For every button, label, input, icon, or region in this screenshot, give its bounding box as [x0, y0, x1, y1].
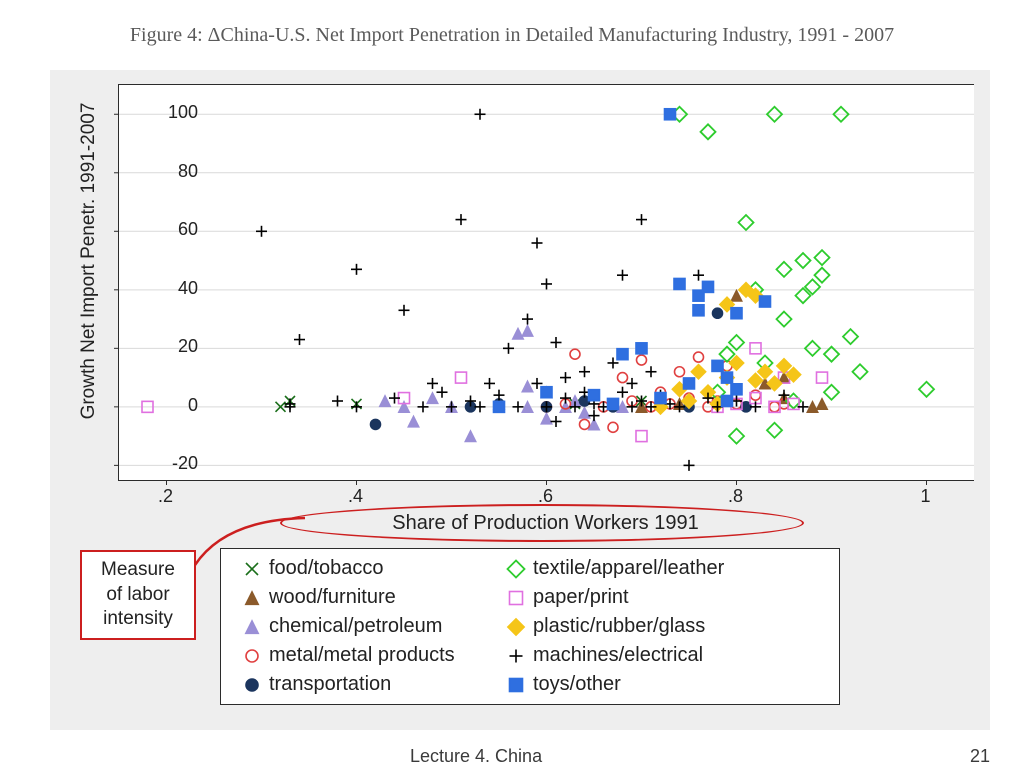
- legend-marker-food: [235, 559, 269, 579]
- xtick: .6: [516, 486, 576, 507]
- ytick: 0: [138, 395, 198, 416]
- legend-marker-transport: [235, 675, 269, 695]
- legend-marker-toys: [499, 675, 533, 695]
- xtick: .4: [326, 486, 386, 507]
- legend-marker-paper: [499, 588, 533, 608]
- figure-title: Figure 4: ΔChina-U.S. Net Import Penetra…: [0, 24, 1024, 47]
- plot-area: [118, 84, 974, 481]
- legend-marker-textile: [499, 559, 533, 579]
- ytick: 60: [138, 219, 198, 240]
- legend-marker-chem: [235, 617, 269, 637]
- ytick: 100: [138, 102, 198, 123]
- legend-marker-machines: [499, 646, 533, 666]
- legend: food/tobacco textile/apparel/leather wood/…: [220, 548, 840, 705]
- callout-line3: intensity: [103, 608, 173, 629]
- ytick: 40: [138, 278, 198, 299]
- footer-lecture: Lecture 4. China: [410, 746, 542, 767]
- legend-marker-plastic: [499, 617, 533, 637]
- xtick: .2: [136, 486, 196, 507]
- legend-label-chem: chemical/petroleum: [269, 615, 499, 638]
- legend-label-wood: wood/furniture: [269, 586, 499, 609]
- legend-label-machines: machines/electrical: [533, 644, 763, 667]
- legend-marker-wood: [235, 588, 269, 608]
- callout-line1: Measure: [101, 559, 175, 580]
- callout-measure-labor-intensity: Measure of labor intensity: [80, 550, 196, 640]
- ytick: 80: [138, 161, 198, 182]
- ytick: 20: [138, 336, 198, 357]
- y-axis-label: Growth Net Import Penetr. 1991-2007: [78, 66, 100, 456]
- xtick: .8: [706, 486, 766, 507]
- ytick: -20: [138, 453, 198, 474]
- legend-label-plastic: plastic/rubber/glass: [533, 615, 763, 638]
- legend-label-paper: paper/print: [533, 586, 763, 609]
- footer-page: 21: [970, 746, 990, 767]
- callout-line2: of labor: [106, 584, 169, 605]
- legend-label-toys: toys/other: [533, 673, 763, 696]
- legend-label-transport: transportation: [269, 673, 499, 696]
- legend-label-metal: metal/metal products: [269, 644, 499, 667]
- legend-label-food: food/tobacco: [269, 557, 499, 580]
- chart-panel: Growth Net Import Penetr. 1991-2007 Shar…: [50, 70, 990, 730]
- xtick: 1: [896, 486, 956, 507]
- legend-marker-metal: [235, 646, 269, 666]
- legend-label-textile: textile/apparel/leather: [533, 557, 763, 580]
